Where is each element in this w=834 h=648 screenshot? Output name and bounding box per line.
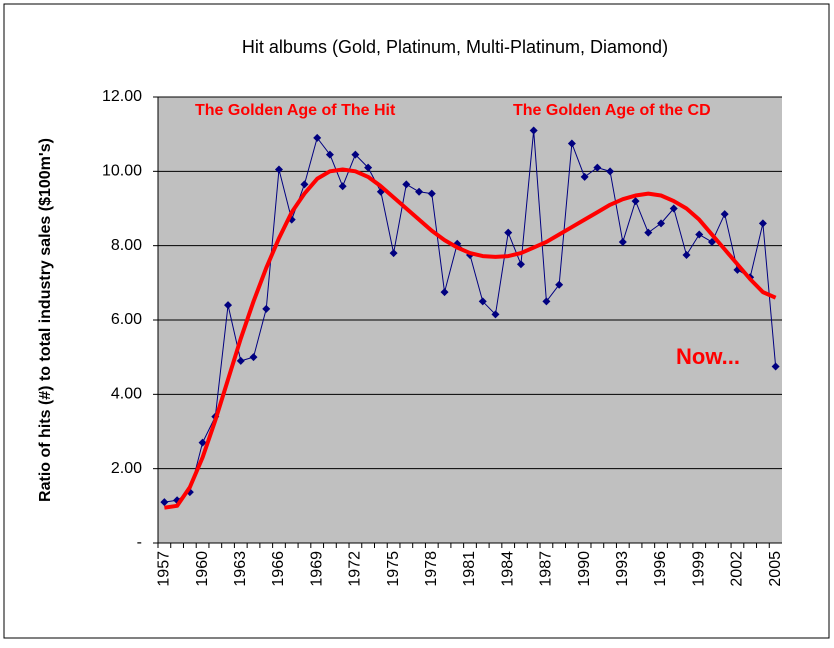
data-point — [198, 438, 207, 447]
data-point — [618, 237, 627, 246]
data-point — [529, 126, 538, 135]
y-tick-label: 10.00 — [102, 163, 142, 180]
data-point — [338, 182, 347, 191]
x-tick-label: 2002 — [729, 551, 746, 587]
y-tick-label: 6.00 — [111, 311, 142, 328]
y-tick-label: 2.00 — [111, 460, 142, 477]
x-tick-label: 1984 — [499, 551, 516, 587]
x-tick-label: 1999 — [690, 551, 707, 587]
x-tick-label: 1972 — [347, 551, 364, 587]
data-point — [160, 498, 169, 507]
data-point — [262, 304, 271, 313]
x-tick-label: 1987 — [538, 551, 555, 587]
data-point — [478, 297, 487, 306]
data-point — [593, 163, 602, 172]
trend-line — [164, 167, 777, 510]
x-tick-label: 1966 — [270, 551, 287, 587]
x-tick-label: 1975 — [385, 551, 402, 587]
data-point — [491, 310, 500, 319]
data-point — [707, 237, 716, 246]
x-tick-label: 1993 — [614, 551, 631, 587]
annotation: The Golden Age of the CD — [513, 102, 711, 119]
data-point — [249, 353, 258, 362]
y-axis-label: Ratio of hits (#) to total industry sale… — [37, 138, 54, 502]
data-point — [504, 228, 513, 237]
x-tick-label: 2005 — [767, 551, 784, 587]
annotation: The Golden Age of The Hit — [195, 102, 396, 119]
data-point — [657, 219, 666, 228]
data-point — [631, 197, 640, 206]
data-point — [351, 150, 360, 159]
x-tick-label: 1969 — [308, 551, 325, 587]
data-point — [758, 219, 767, 228]
data-point — [606, 167, 615, 176]
data-point — [274, 165, 283, 174]
data-point — [389, 249, 398, 258]
x-tick-label: 1957 — [156, 551, 173, 587]
data-point — [682, 250, 691, 259]
data-point — [555, 280, 564, 289]
y-tick-label: - — [137, 534, 142, 551]
x-tick-label: 1990 — [576, 551, 593, 587]
data-point — [364, 163, 373, 172]
x-tick-label: 1981 — [461, 551, 478, 587]
data-point — [567, 139, 576, 148]
data-point — [325, 150, 334, 159]
data-point — [440, 288, 449, 297]
data-point — [415, 187, 424, 196]
data-point — [542, 297, 551, 306]
data-point — [695, 230, 704, 239]
data-point — [516, 260, 525, 269]
data-point — [313, 133, 322, 142]
data-point — [720, 210, 729, 219]
annotation: Now... — [676, 344, 740, 369]
y-tick-label: 12.00 — [102, 88, 142, 105]
chart-title: Hit albums (Gold, Platinum, Multi-Platin… — [242, 37, 668, 57]
data-point — [644, 228, 653, 237]
x-tick-label: 1960 — [194, 551, 211, 587]
data-point — [224, 301, 233, 310]
x-tick-label: 1963 — [232, 551, 249, 587]
y-tick-label: 8.00 — [111, 237, 142, 254]
data-point — [402, 180, 411, 189]
x-tick-label: 1996 — [652, 551, 669, 587]
data-point — [580, 172, 589, 181]
data-point — [300, 180, 309, 189]
data-point — [669, 204, 678, 213]
y-tick-label: 4.00 — [111, 386, 142, 403]
data-point — [427, 189, 436, 198]
x-tick-label: 1978 — [423, 551, 440, 587]
data-point — [771, 362, 780, 371]
data-point — [236, 356, 245, 365]
